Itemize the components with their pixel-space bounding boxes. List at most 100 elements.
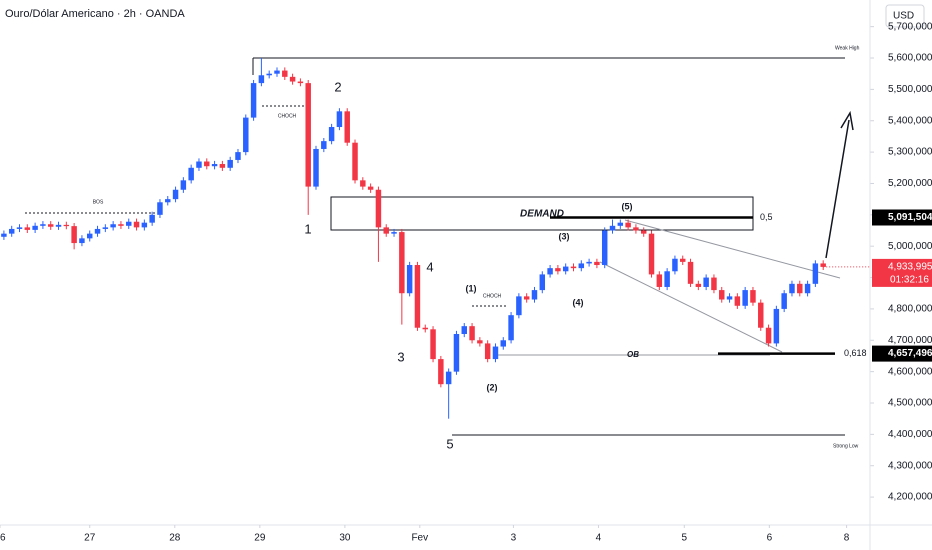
candle-body [562,266,569,272]
candle-body [149,214,155,223]
y-tick-label: 5,400,000 [888,115,932,126]
candle-body [305,83,311,187]
candle-body [297,81,304,84]
candle-body [640,230,647,234]
candle-body [742,290,748,306]
y-tick-label: 5,700,000 [888,21,932,32]
price-tag [872,345,932,362]
candle-body [274,70,280,74]
candle-body [118,224,124,226]
candle-body [414,265,421,328]
candle-body [367,186,374,190]
candle-body [601,230,608,266]
candle-body [336,111,343,128]
candle-body [344,111,350,143]
channel-line [599,261,783,353]
candle-body [172,189,179,200]
currency-box[interactable] [885,4,925,28]
candle-body [758,302,764,328]
price-tag [872,209,932,226]
chart-title: Ouro/Dólar Americano · 2h · OANDA [5,8,185,20]
candle-body [383,227,389,234]
level-label: Strong Low [833,443,859,449]
subwave-label: (5) [622,201,633,211]
x-tick-label: 5 [682,533,688,544]
candle-body [165,199,171,203]
candle-body [391,232,397,234]
candle-body [547,268,553,275]
y-tick-label: 4,400,000 [888,429,932,440]
candle-body [797,283,803,294]
candle-body [469,326,475,341]
candle-body [289,76,296,82]
y-tick-label: 4,200,000 [888,492,932,503]
choch-label: CHOCH [278,113,297,119]
candle-body [523,296,530,300]
candle-body [750,290,756,303]
wave-label: 3 [397,349,404,364]
x-tick-label: 8 [844,533,850,544]
candle-body [313,148,319,187]
bos-label: BOS [93,199,104,205]
candle-body [243,117,249,153]
y-tick-label: 4,500,000 [888,398,932,409]
candle-body [235,152,241,160]
candle-body [695,283,702,287]
candle-body [789,283,795,294]
candle-body [438,359,444,385]
candle-body [328,127,335,142]
candle-body [94,228,101,234]
candle-body [258,75,265,84]
candle-body [282,70,288,77]
candle-body [461,326,467,335]
candle-body [453,334,460,372]
candle-body [734,296,741,306]
candle-body [141,222,148,228]
candle-body [406,265,413,294]
candle-body [102,227,109,229]
candle-body [477,340,483,344]
candle-body [687,261,694,284]
subwave-label: (4) [573,297,584,307]
demand-label: DEMAND [520,209,564,220]
candle-body [211,164,218,167]
candle-body [633,227,639,231]
candle-body [500,340,507,347]
y-tick-label: 4,600,000 [888,366,932,377]
candle-body [594,261,600,266]
arrow-head [840,110,854,131]
x-tick-label: 30 [339,533,351,544]
candle-body [430,329,436,360]
channel-line [624,219,841,279]
candle-body [16,227,23,229]
candle-body [180,180,187,190]
candle-body [672,258,678,272]
x-tick-label: 3 [511,533,517,544]
countdown: 01:32:16 [890,275,929,286]
y-tick-label: 5,000,000 [888,241,932,252]
candle-body [508,315,514,341]
x-tick-label: 26 [0,533,6,544]
candle-body [445,371,452,385]
candle-body [71,226,77,244]
subwave-label: (2) [487,382,498,392]
candle-body [648,233,655,275]
candle-body [40,224,46,226]
candle-body [609,225,616,231]
wave-label: 1 [304,221,311,236]
candle-body [227,159,233,168]
level-label: 0,5 [760,212,773,222]
candle-body [812,263,819,284]
candle-body [531,290,538,300]
candle-body [719,290,725,300]
candle-body [360,180,366,187]
x-tick-label: 27 [84,533,96,544]
candle-body [570,266,577,269]
y-tick-label: 5,300,000 [888,147,932,158]
y-tick-label: 5,500,000 [888,84,932,95]
last-price-tag [872,258,932,287]
wave-label: 2 [334,79,341,94]
level-label: 0,618 [844,348,867,358]
x-tick-label: 6 [767,533,773,544]
